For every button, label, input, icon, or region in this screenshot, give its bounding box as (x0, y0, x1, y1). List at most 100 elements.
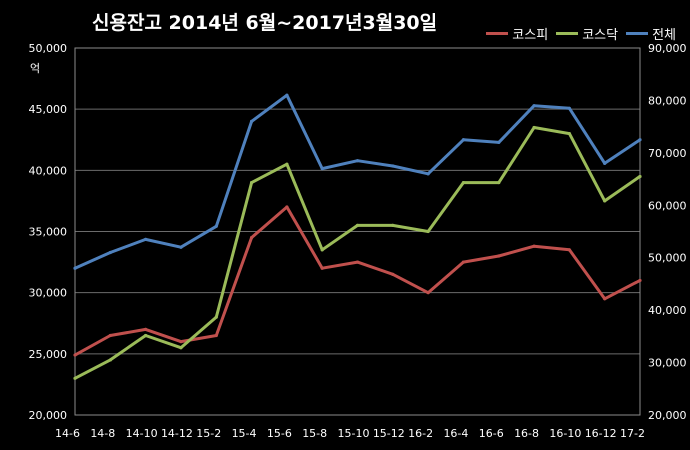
series-point-2 (214, 224, 218, 228)
series-point-1 (603, 199, 607, 203)
left-tick-label: 25,000 (29, 348, 68, 361)
series-point-0 (461, 260, 466, 264)
left-axis-unit: 억 (30, 62, 41, 75)
series-point-2 (355, 159, 360, 163)
left-tick-label: 20,000 (29, 409, 68, 422)
left-tick-label: 40,000 (29, 164, 68, 177)
series-point-1 (320, 248, 324, 252)
series-point-0 (179, 340, 183, 344)
series-point-0 (532, 244, 536, 248)
series-point-1 (461, 180, 466, 185)
x-tick-label: 14-12 (161, 427, 193, 440)
right-tick-label: 60,000 (648, 199, 687, 212)
series-line-2 (74, 93, 641, 270)
series-line-0 (74, 205, 641, 357)
series-point-1 (108, 358, 112, 362)
series-point-1 (73, 376, 77, 380)
series-point-0 (108, 333, 112, 338)
legend-swatch-total (626, 32, 649, 35)
series-point-2 (320, 166, 324, 171)
x-tick-label: 17-2 (620, 427, 645, 440)
right-tick-label: 20,000 (648, 409, 687, 422)
series-point-2 (391, 164, 395, 168)
series-point-1 (532, 125, 536, 130)
series-point-1 (567, 132, 571, 136)
series-point-2 (426, 172, 430, 176)
series-point-2 (249, 119, 254, 123)
series-point-1 (638, 174, 642, 179)
series-point-2 (603, 161, 607, 165)
series-point-1 (214, 315, 218, 319)
series-point-2 (73, 266, 77, 270)
legend-label-total: 전체 (652, 28, 676, 43)
series-point-1 (426, 229, 430, 234)
right-tick-label: 70,000 (648, 147, 687, 160)
series-point-2 (638, 138, 642, 142)
series-point-1 (391, 223, 395, 227)
series-point-2 (461, 138, 466, 142)
x-tick-label: 14-8 (90, 427, 115, 440)
series-point-0 (214, 333, 218, 338)
x-tick-label: 15-6 (267, 427, 292, 440)
x-tick-label: 16-10 (549, 427, 581, 440)
legend-item-kosdaq: 코스닥 (556, 24, 618, 43)
legend-label-kospi: 코스피 (512, 28, 549, 43)
x-tick-label: 14-10 (126, 427, 158, 440)
series-point-0 (497, 254, 501, 258)
chart-title: 신용잔고 2014년 6월~2017년3월30일 (92, 12, 438, 34)
legend-swatch-kosdaq (556, 32, 579, 35)
x-tick-label: 15-12 (373, 427, 405, 440)
series-point-0 (603, 297, 607, 301)
series-point-1 (355, 223, 360, 227)
series-point-1 (497, 180, 501, 185)
series-point-0 (567, 248, 571, 252)
legend-item-total: 전체 (626, 24, 676, 43)
right-tick-label: 80,000 (648, 94, 687, 107)
series-point-0 (638, 278, 642, 283)
series-point-0 (391, 272, 395, 276)
series-point-1 (249, 180, 254, 185)
series-point-0 (249, 236, 254, 240)
series-point-2 (567, 106, 571, 110)
series-point-2 (179, 245, 183, 249)
series-point-0 (355, 260, 360, 264)
left-tick-label: 30,000 (29, 287, 68, 300)
left-tick-label: 45,000 (29, 103, 68, 116)
series-point-0 (320, 266, 324, 270)
series-point-0 (73, 353, 77, 357)
legend-swatch-kospi (486, 32, 509, 35)
x-tick-label: 15-4 (232, 427, 257, 440)
x-tick-label: 16-4 (443, 427, 468, 440)
x-tick-label: 15-8 (302, 427, 327, 440)
series-point-0 (144, 327, 148, 331)
right-tick-label: 40,000 (648, 304, 687, 317)
x-tick-label: 14-6 (55, 427, 80, 440)
plot-frame (74, 47, 641, 416)
series-point-2 (497, 140, 501, 144)
x-tick-label: 16-12 (585, 427, 617, 440)
x-tick-label: 16-6 (479, 427, 504, 440)
series-point-2 (108, 250, 112, 255)
x-tick-label: 15-2 (196, 427, 221, 440)
legend-label-kosdaq: 코스닥 (582, 28, 619, 43)
series-point-0 (426, 291, 430, 295)
right-tick-label: 50,000 (648, 252, 687, 265)
legend: 코스피 코스닥 전체 (486, 24, 676, 43)
x-tick-label: 16-8 (514, 427, 539, 440)
x-tick-label: 16-2 (408, 427, 433, 440)
series-point-1 (179, 346, 183, 350)
x-tick-label: 15-10 (338, 427, 370, 440)
legend-item-kospi: 코스피 (486, 24, 548, 43)
series-point-2 (144, 237, 148, 241)
series-line-1 (74, 126, 641, 380)
left-tick-label: 50,000 (29, 42, 68, 55)
right-tick-label: 90,000 (648, 42, 687, 55)
series-point-2 (532, 104, 536, 108)
left-tick-label: 35,000 (29, 226, 68, 239)
series-point-1 (144, 333, 148, 338)
right-tick-label: 30,000 (648, 357, 687, 370)
series-point-0 (285, 205, 289, 209)
series-point-1 (285, 162, 289, 166)
series-point-2 (285, 93, 289, 97)
